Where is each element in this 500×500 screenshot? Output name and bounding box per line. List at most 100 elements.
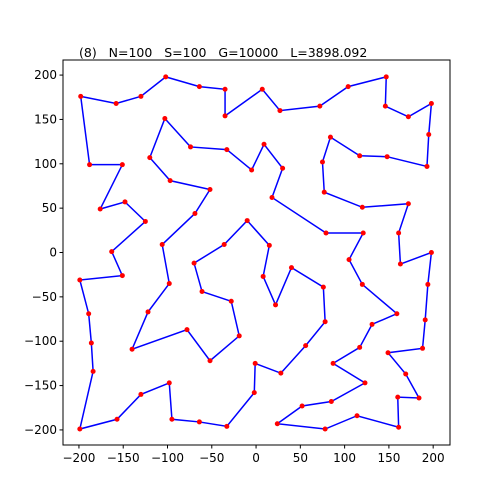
city-point — [114, 416, 120, 422]
city-point — [278, 370, 284, 376]
y-tick-label: 150 — [34, 112, 57, 126]
x-tick-label: −100 — [151, 451, 184, 465]
city-point — [328, 399, 334, 405]
city-point — [384, 154, 390, 160]
city-point — [319, 159, 325, 165]
city-point — [221, 242, 227, 248]
city-point — [142, 218, 148, 224]
city-point — [147, 155, 153, 161]
city-point — [360, 230, 366, 236]
x-tick-label: −50 — [199, 451, 224, 465]
city-point — [288, 265, 294, 271]
city-point — [122, 199, 128, 205]
city-point — [222, 86, 228, 92]
y-tick-label: −200 — [24, 423, 57, 437]
city-point — [224, 147, 230, 153]
city-point — [395, 394, 401, 400]
city-point — [259, 86, 265, 92]
y-tick-label: 200 — [34, 68, 57, 82]
city-point — [261, 141, 267, 147]
city-point — [87, 162, 93, 168]
x-tick-label: 50 — [293, 451, 308, 465]
city-point — [119, 273, 125, 279]
y-tick-label: 100 — [34, 157, 57, 171]
city-point — [260, 273, 266, 279]
x-tick-label: 150 — [377, 451, 400, 465]
city-point — [420, 345, 426, 351]
x-tick-label: −200 — [62, 451, 95, 465]
city-point — [162, 116, 168, 122]
city-point — [192, 210, 198, 216]
city-point — [428, 100, 434, 106]
x-tick-label: 100 — [333, 451, 356, 465]
city-point — [119, 162, 125, 168]
y-tick-label: −50 — [32, 290, 57, 304]
city-point — [274, 421, 280, 427]
city-point — [184, 327, 190, 333]
city-point — [422, 317, 428, 323]
city-point — [354, 413, 360, 419]
city-point — [320, 284, 326, 290]
x-tick-label: −150 — [107, 451, 140, 465]
city-point — [425, 281, 431, 287]
x-tick-label: 0 — [252, 451, 260, 465]
city-point — [207, 187, 213, 193]
city-point — [97, 206, 103, 212]
city-point — [77, 426, 83, 432]
city-point — [322, 319, 328, 325]
city-point — [252, 360, 258, 366]
city-point — [405, 201, 411, 207]
city-point — [303, 343, 309, 349]
city-point — [78, 93, 84, 99]
city-point — [138, 93, 144, 99]
city-point — [394, 311, 400, 317]
city-point — [90, 368, 96, 374]
city-point — [167, 178, 173, 184]
city-point — [346, 257, 352, 263]
city-point — [359, 204, 365, 210]
city-point — [397, 261, 403, 267]
city-point — [369, 321, 375, 327]
city-point — [416, 395, 422, 401]
city-point — [113, 100, 119, 106]
city-point — [357, 153, 363, 159]
city-point — [323, 230, 329, 236]
city-point — [277, 108, 283, 114]
city-point — [236, 333, 242, 339]
city-point — [196, 419, 202, 425]
city-point — [266, 242, 272, 248]
city-point — [327, 134, 333, 140]
y-tick-label: −150 — [24, 379, 57, 393]
chart-title: (8) N=100 S=100 G=10000 L=3898.092 — [79, 45, 367, 60]
city-point — [244, 218, 250, 224]
city-point — [191, 260, 197, 266]
city-point — [362, 380, 368, 386]
city-point — [77, 277, 83, 283]
city-point — [322, 426, 328, 432]
city-point — [188, 144, 194, 150]
city-point — [396, 230, 402, 236]
city-point — [249, 167, 255, 173]
city-point — [428, 250, 434, 255]
city-point — [426, 132, 432, 138]
city-point — [403, 371, 409, 377]
city-point — [145, 309, 151, 315]
city-point — [405, 114, 411, 120]
city-point — [359, 281, 365, 287]
city-point — [199, 289, 205, 295]
city-point — [269, 195, 275, 200]
city-point — [424, 163, 430, 169]
city-point — [396, 424, 402, 430]
city-point — [345, 84, 351, 90]
city-point — [166, 380, 172, 386]
city-point — [317, 103, 323, 109]
city-point — [166, 281, 172, 287]
x-tick-label: 200 — [422, 451, 445, 465]
city-point — [382, 103, 388, 109]
city-point — [159, 242, 165, 248]
city-point — [86, 311, 92, 317]
city-point — [228, 298, 234, 304]
city-point — [163, 74, 169, 80]
